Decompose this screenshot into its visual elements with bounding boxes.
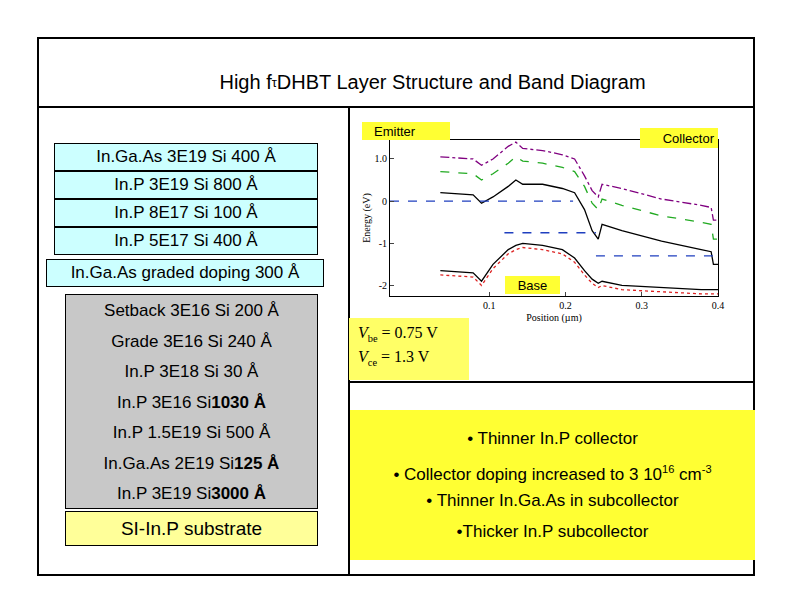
html-text:High fτDHBT Layer Structure an: High fτDHBT Layer Structure and Band Dia… <box>219 70 646 93</box>
html-text:In.Ga.As graded doping 300 Å: In.Ga.As graded doping 300 Å <box>70 263 300 282</box>
svg-text:1.0: 1.0 <box>375 153 388 164</box>
html-text:In.Ga.As 3E19 Si 400 Å: In.Ga.As 3E19 Si 400 Å <box>96 147 276 166</box>
html-text:Setback 3E16 Si 200 Å: Setback 3E16 Si 200 Å <box>104 301 279 321</box>
svg-text:0.4: 0.4 <box>712 300 725 311</box>
html-text:In.Ga.As 2E19 Si 125 Å: In.Ga.As 2E19 Si 125 Å <box>103 453 280 473</box>
svg-text:0.3: 0.3 <box>635 300 648 311</box>
html-text:In.P 1.5E19 Si 500 Å: In.P 1.5E19 Si 500 Å <box>112 423 271 443</box>
html-text:• Thinner In.Ga.As in subcolle: • Thinner In.Ga.As in subcollector <box>426 491 679 510</box>
svg-text:0.2: 0.2 <box>559 300 572 311</box>
html-text:SI-In.P substrate: SI-In.P substrate <box>120 517 263 539</box>
html-text:Collector: Collector <box>662 130 714 146</box>
html-text:In.P 3E18 Si 30 Å: In.P 3E18 Si 30 Å <box>124 362 259 382</box>
html-text:16cm-3: 16cm-3 <box>662 463 712 484</box>
html-text:Grade 3E16 Si 240 Å: Grade 3E16 Si 240 Å <box>111 331 272 351</box>
html-text:• Collector doping increased t: • Collector doping increased to 3 10 <box>393 464 663 484</box>
html-text:• Thinner In.P collector: • Thinner In.P collector <box>467 429 638 448</box>
svg-text:Energy (eV): Energy (eV) <box>361 193 373 243</box>
svg-text:-1: -1 <box>379 238 387 249</box>
html-text:In.P 8E17 Si 100 Å: In.P 8E17 Si 100 Å <box>114 203 258 222</box>
svg-text:0.1: 0.1 <box>483 300 496 311</box>
html-text:•Thicker In.P subcollector: •Thicker In.P subcollector <box>456 522 649 541</box>
html-text:Base: Base <box>517 277 548 293</box>
html-text:In.P 3E16 Si 1030 Å: In.P 3E16 Si 1030 Å <box>117 392 266 412</box>
html-text:In.P 3E19 Si 800 Å: In.P 3E19 Si 800 Å <box>114 175 258 194</box>
html-text:In.P 5E17 Si 400 Å: In.P 5E17 Si 400 Å <box>114 231 258 250</box>
svg-text:0: 0 <box>382 196 387 207</box>
html-text:In.P 3E19 Si 3000 Å: In.P 3E19 Si 3000 Å <box>117 484 266 504</box>
svg-text:-2: -2 <box>379 280 387 291</box>
html-text:Vce= 1.3 V: Vce= 1.3 V <box>358 348 430 369</box>
html-text:Emitter: Emitter <box>374 123 416 139</box>
html-text:Vbe= 0.75 V: Vbe= 0.75 V <box>358 324 438 345</box>
svg-text:Position (µm): Position (µm) <box>526 312 582 324</box>
